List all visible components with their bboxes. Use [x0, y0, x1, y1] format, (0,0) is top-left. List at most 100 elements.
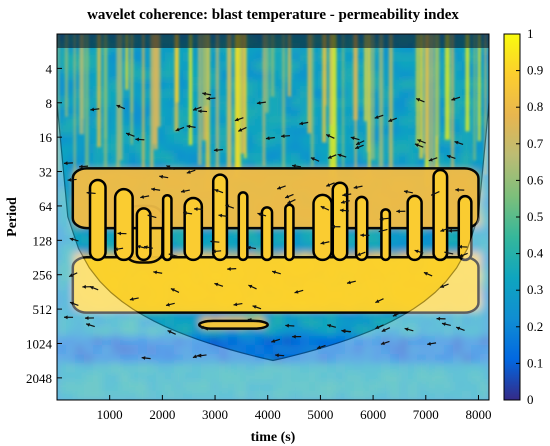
heatmap-cell — [84, 363, 94, 374]
heatmap-cell — [372, 345, 382, 356]
heatmap-cell — [336, 363, 346, 374]
heatmap-cell — [246, 134, 256, 145]
heatmap-cell — [444, 381, 454, 392]
heatmap-cell — [237, 152, 247, 164]
heatmap-cell — [354, 354, 364, 365]
heatmap-cell — [354, 125, 364, 136]
heatmap-cell — [471, 125, 481, 136]
heatmap-cell — [228, 143, 238, 154]
heatmap-cell — [345, 98, 355, 109]
heatmap-cell — [417, 354, 427, 365]
heatmap-cell — [210, 52, 220, 63]
heatmap-cell — [453, 88, 463, 100]
phase-arrow — [439, 283, 449, 289]
heatmap-cell — [300, 381, 310, 392]
significance-contour — [284, 203, 295, 262]
heatmap-cell — [372, 43, 382, 54]
heatmap-cell — [201, 244, 211, 255]
heatmap-cell — [471, 61, 481, 72]
heatmap-cell — [237, 390, 247, 400]
phase-arrow — [198, 109, 208, 114]
y-tick-label: 1024 — [26, 336, 53, 351]
heatmap-cell — [156, 125, 166, 136]
coherence-streak — [368, 34, 371, 179]
heatmap-cell — [156, 52, 166, 63]
heatmap-cell — [84, 372, 94, 383]
heatmap-cell — [57, 271, 67, 283]
heatmap-cell — [66, 180, 76, 191]
heatmap-cell — [390, 143, 400, 154]
heatmap-cell — [228, 98, 238, 109]
heatmap-cell — [300, 79, 310, 90]
heatmap-cell — [453, 345, 463, 356]
heatmap-cell — [210, 143, 220, 154]
heatmap-cell — [66, 381, 76, 392]
heatmap-cell — [219, 98, 229, 109]
heatmap-cell — [417, 372, 427, 383]
coherence-streak — [153, 34, 158, 150]
heatmap-cell — [84, 381, 94, 392]
heatmap-cell — [147, 390, 157, 400]
heatmap-cell — [408, 79, 418, 90]
heatmap-cell — [75, 308, 85, 319]
heatmap-cell — [372, 235, 382, 246]
heatmap-cell — [192, 335, 202, 347]
heatmap-cell — [381, 335, 391, 347]
heatmap-cell — [300, 107, 310, 118]
heatmap-cell — [228, 326, 238, 337]
phase-arrow — [147, 214, 157, 219]
phase-arrow — [63, 161, 73, 166]
heatmap-cell — [345, 244, 355, 255]
heatmap-cell — [435, 317, 445, 328]
heatmap-cell — [246, 354, 256, 365]
heatmap-cell — [264, 345, 274, 356]
heatmap-cell — [264, 390, 274, 400]
heatmap-cell — [129, 326, 139, 337]
heatmap-cell — [255, 390, 265, 400]
heatmap-cell — [183, 134, 193, 145]
heatmap-cell — [363, 152, 373, 164]
heatmap-cell — [210, 345, 220, 356]
colorbar-tick-label: 0.5 — [527, 209, 543, 224]
coherence-streak — [341, 34, 345, 177]
heatmap-cell — [129, 317, 139, 328]
heatmap-cell — [381, 43, 391, 54]
heatmap-cell — [228, 354, 238, 365]
coherence-streak — [188, 34, 193, 146]
heatmap-cell — [264, 363, 274, 374]
coherence-streak — [156, 34, 161, 127]
heatmap-cell — [273, 61, 283, 72]
heatmap-cell — [84, 152, 94, 164]
heatmap-cell — [282, 98, 292, 109]
heatmap-cell — [156, 345, 166, 356]
heatmap-cell — [111, 326, 121, 337]
heatmap-cell — [480, 171, 489, 182]
heatmap-cell — [372, 134, 382, 145]
y-tick-label: 512 — [33, 302, 53, 317]
heatmap-cell — [300, 390, 310, 400]
heatmap-cell — [300, 43, 310, 54]
heatmap-cell — [183, 317, 193, 328]
heatmap-cell — [183, 152, 193, 164]
heatmap-cell — [426, 226, 436, 237]
heatmap-cell — [93, 143, 103, 154]
heatmap-cell — [129, 152, 139, 164]
heatmap-cell — [129, 116, 139, 127]
heatmap-cell — [93, 152, 103, 164]
heatmap-cell — [354, 152, 364, 164]
heatmap-cell — [309, 335, 319, 347]
heatmap-cell — [345, 116, 355, 127]
heatmap-cell — [309, 116, 319, 127]
heatmap-cell — [300, 335, 310, 347]
heatmap-cell — [399, 345, 409, 356]
heatmap-cell — [138, 372, 148, 383]
heatmap-cell — [309, 390, 319, 400]
phase-arrow — [252, 305, 262, 310]
heatmap-cell — [399, 152, 409, 164]
x-tick-label: 8000 — [465, 407, 491, 422]
heatmap-cell — [390, 52, 400, 63]
heatmap-cell — [381, 354, 391, 365]
coherence-streak — [390, 34, 393, 186]
phase-arrow — [136, 244, 146, 249]
